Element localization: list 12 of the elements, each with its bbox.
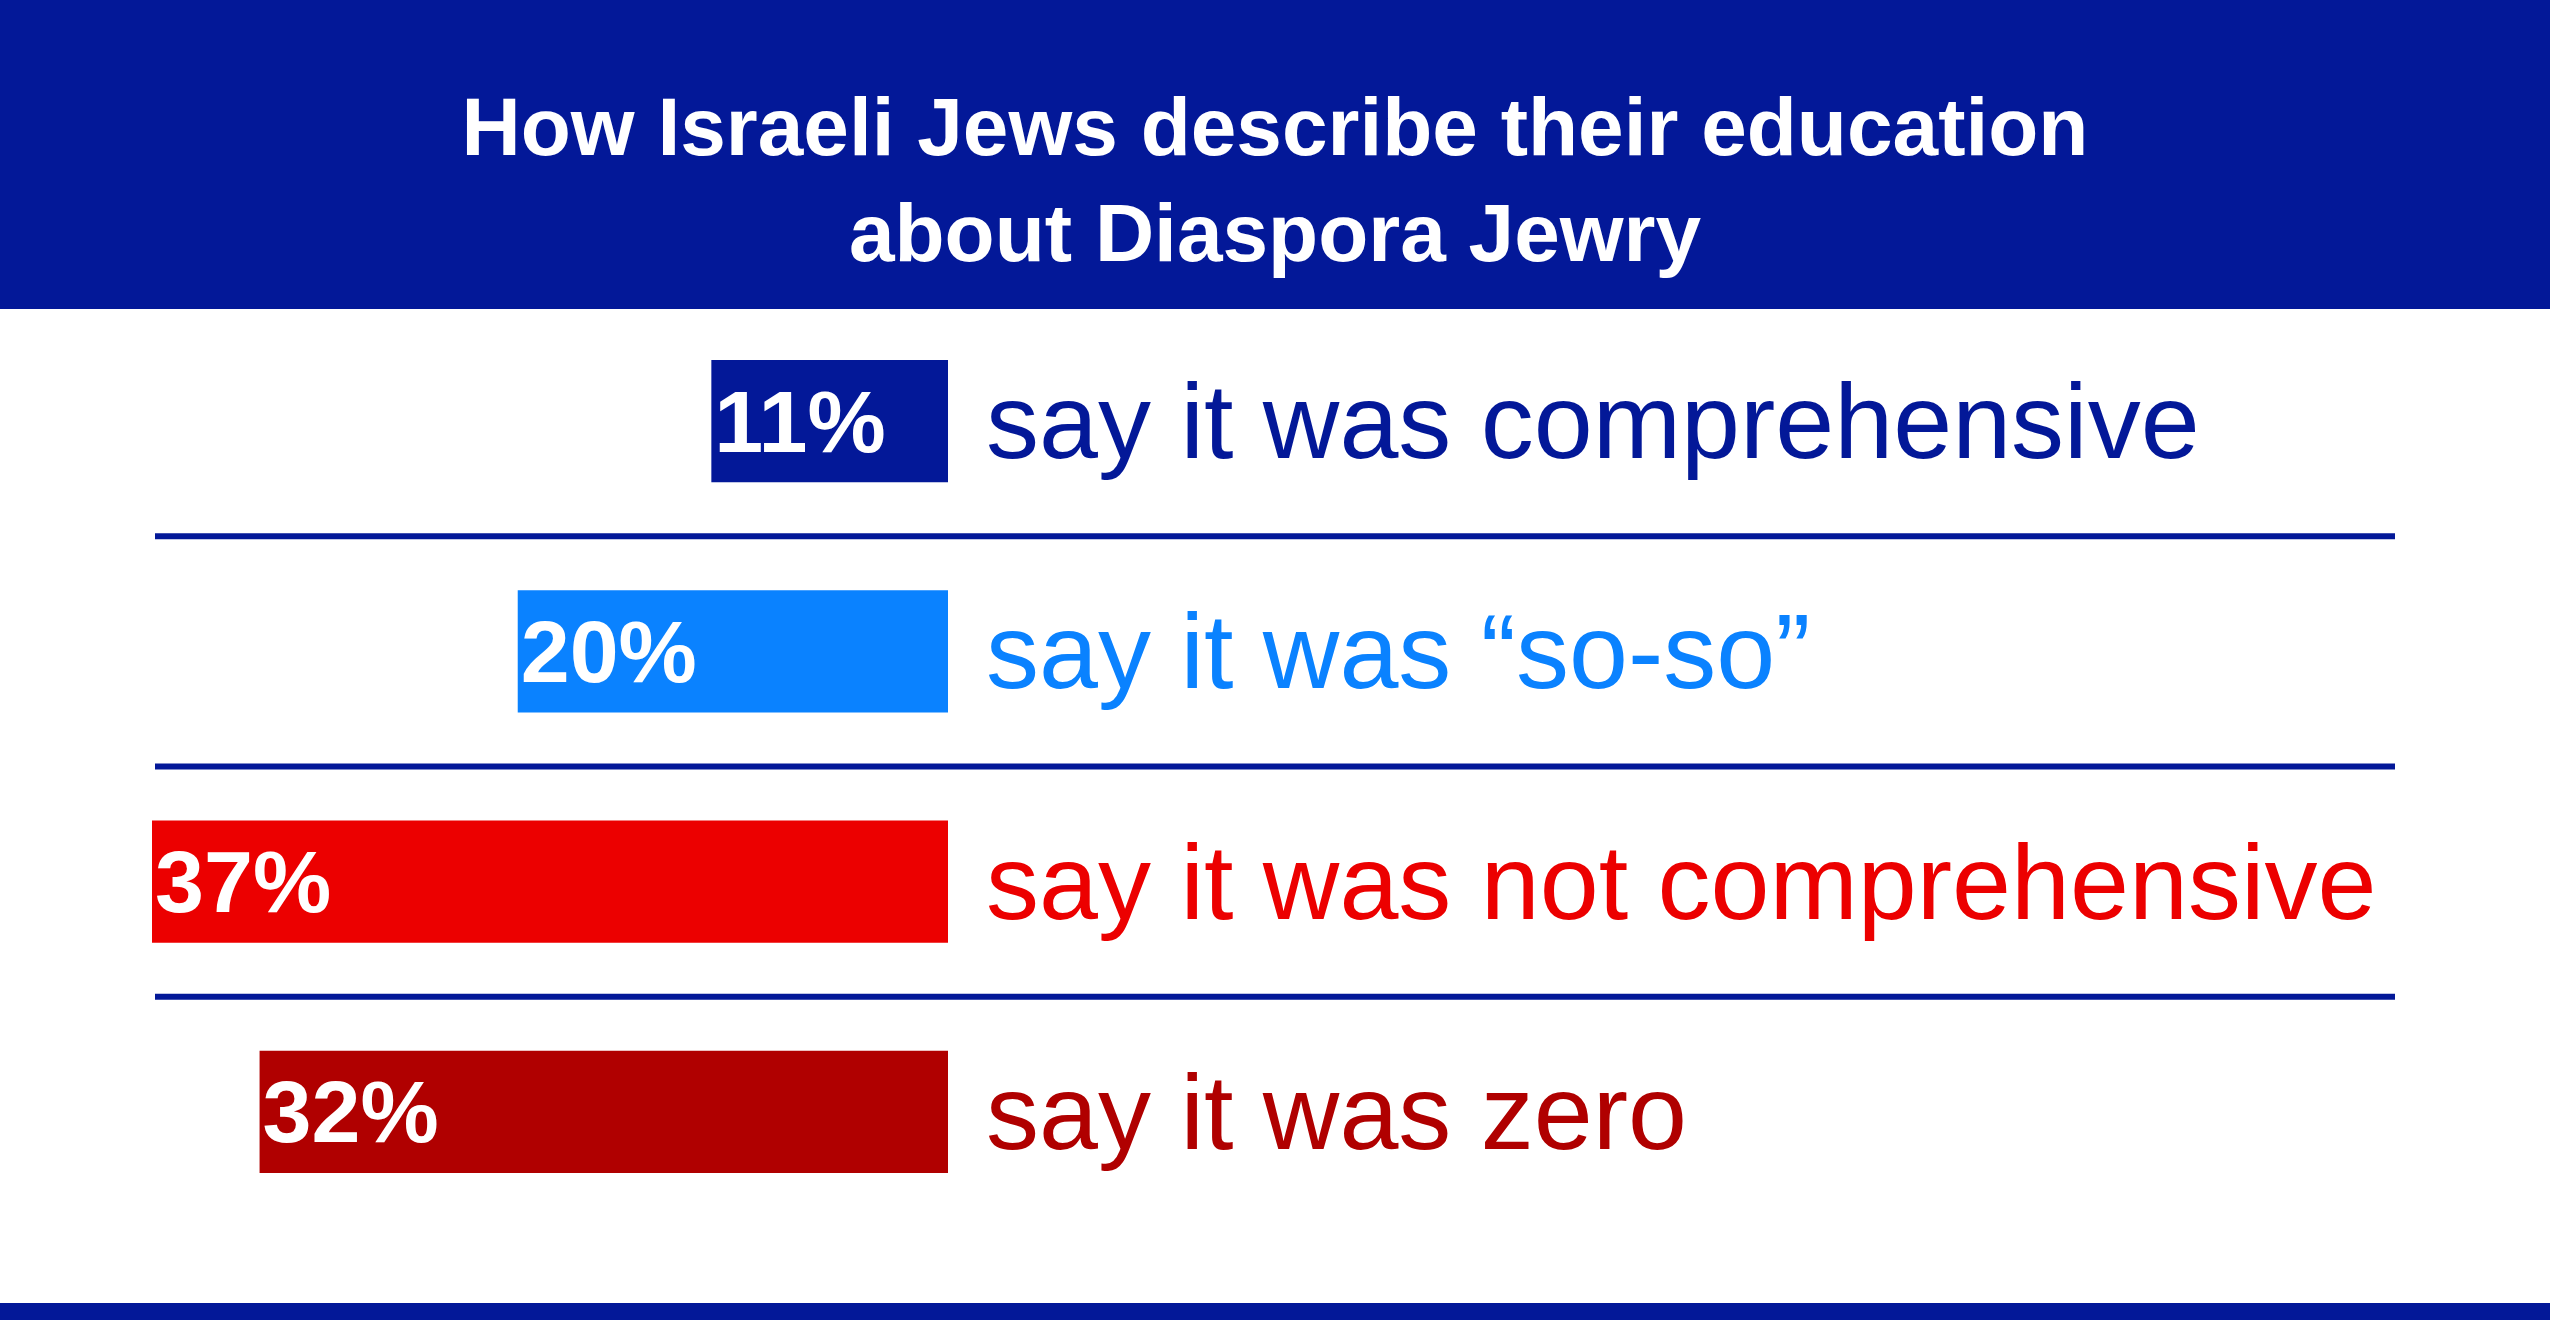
bar (259, 1050, 948, 1173)
text: How Israeli Jews describe their education about Diaspora Jewry (461, 80, 2089, 279)
bar (152, 820, 948, 943)
y-tick-label: say it was “so-so” (986, 592, 1811, 711)
data-label: 32% (262, 1062, 439, 1162)
bar (517, 590, 948, 713)
y-tick-label: say it was zero (986, 1052, 1688, 1171)
data-label: 11% (714, 371, 886, 471)
data-label: 20% (520, 601, 697, 701)
data-label: 37% (155, 832, 332, 932)
y-tick-label: say it was comprehensive (986, 362, 2200, 481)
y-tick-label: say it was not comprehensive (986, 822, 2377, 941)
